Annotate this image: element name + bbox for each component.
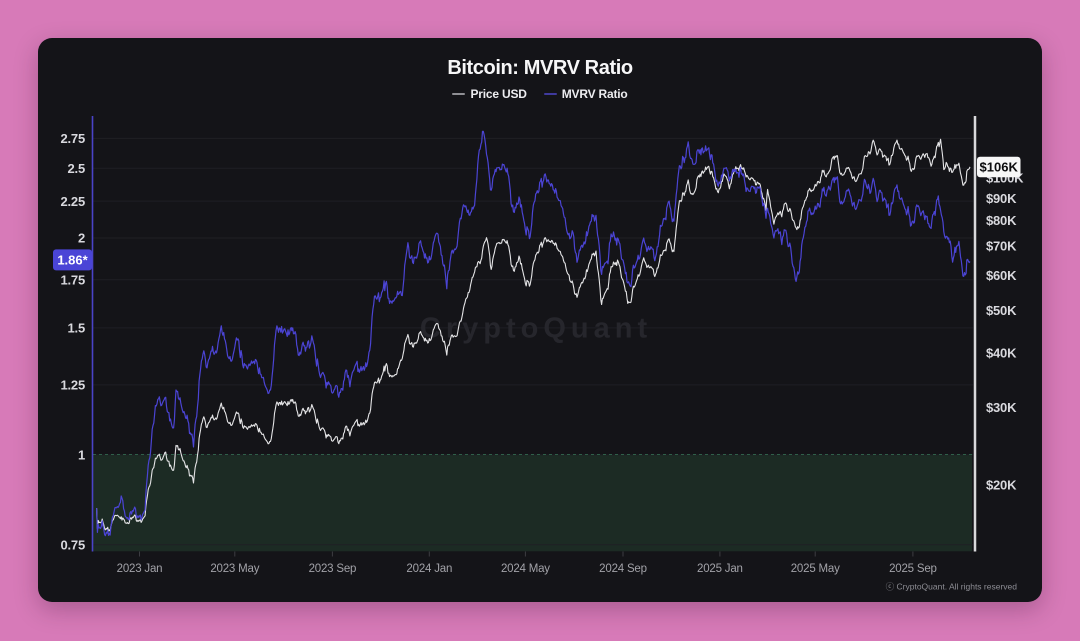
- svg-text:$90K: $90K: [986, 191, 1017, 206]
- svg-text:ⓒ CryptoQuant. All rights rese: ⓒ CryptoQuant. All rights reserved: [886, 582, 1018, 592]
- svg-text:2023 Jan: 2023 Jan: [117, 563, 163, 575]
- svg-text:1.5: 1.5: [68, 321, 85, 336]
- svg-text:0.75: 0.75: [60, 537, 85, 552]
- svg-text:$40K: $40K: [986, 345, 1017, 360]
- svg-text:$80K: $80K: [986, 213, 1017, 228]
- svg-text:2023 May: 2023 May: [210, 563, 259, 575]
- svg-text:2.75: 2.75: [60, 131, 85, 146]
- svg-text:2.25: 2.25: [60, 194, 85, 209]
- svg-text:2025 Sep: 2025 Sep: [889, 563, 937, 575]
- svg-text:2025 May: 2025 May: [791, 563, 840, 575]
- svg-text:CryptoQuant: CryptoQuant: [420, 313, 652, 345]
- svg-text:2023 Sep: 2023 Sep: [309, 563, 357, 575]
- svg-text:2024 May: 2024 May: [501, 563, 550, 575]
- svg-text:$20K: $20K: [986, 478, 1017, 493]
- svg-text:2024 Jan: 2024 Jan: [406, 563, 452, 575]
- svg-text:2.5: 2.5: [68, 161, 85, 176]
- svg-text:2: 2: [78, 231, 85, 246]
- svg-text:$106K: $106K: [980, 160, 1019, 175]
- svg-text:1.25: 1.25: [60, 378, 85, 393]
- svg-text:1.86*: 1.86*: [57, 252, 88, 267]
- svg-text:$70K: $70K: [986, 239, 1017, 254]
- svg-text:2025 Jan: 2025 Jan: [697, 563, 743, 575]
- svg-text:$60K: $60K: [986, 268, 1017, 283]
- svg-text:$50K: $50K: [986, 303, 1017, 318]
- svg-text:1.75: 1.75: [60, 272, 85, 287]
- svg-text:1: 1: [78, 447, 85, 462]
- svg-text:$30K: $30K: [986, 400, 1017, 415]
- svg-text:2024 Sep: 2024 Sep: [599, 563, 647, 575]
